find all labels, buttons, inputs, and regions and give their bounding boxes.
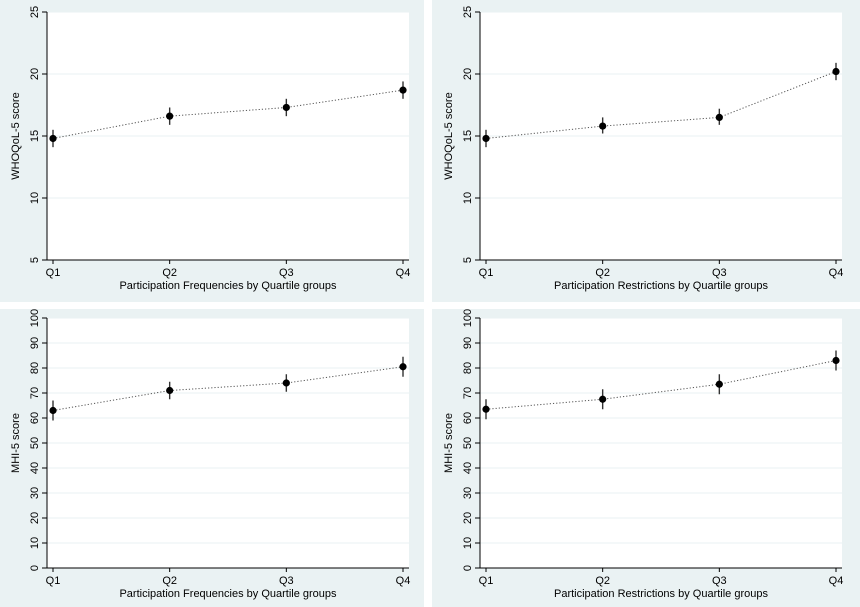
y-tick-label: 60 bbox=[462, 412, 474, 424]
y-tick-label: 25 bbox=[462, 6, 474, 18]
y-tick-label: 50 bbox=[462, 437, 474, 449]
y-tick-label: 5 bbox=[29, 257, 41, 263]
chart-panel-3: 0 10 20 30 40 50 60 70 80 90 100 Q1 Q2 Q3 Q4 Participat… bbox=[0, 309, 424, 607]
chart-panel-1: 5 10 15 20 25 Q1 Q2 Q3 Q4 Participation Frequenci… bbox=[0, 0, 424, 302]
y-axis-title: WHOQoL-5 score bbox=[443, 92, 455, 179]
data-point bbox=[599, 395, 607, 403]
x-tick-label: Q1 bbox=[479, 267, 494, 279]
x-tick-label: Q2 bbox=[595, 575, 610, 587]
x-tick-label: Q3 bbox=[279, 267, 294, 279]
x-axis-title: Participation Restrictions by Quartile g… bbox=[554, 280, 768, 292]
y-tick-label: 10 bbox=[29, 192, 41, 204]
x-tick-label: Q4 bbox=[829, 267, 844, 279]
data-point bbox=[49, 134, 57, 143]
series-connector-line bbox=[52, 366, 404, 411]
data-point bbox=[166, 112, 174, 120]
y-tick-label: 10 bbox=[462, 537, 474, 549]
data-point bbox=[715, 113, 723, 121]
y-tick-label: 10 bbox=[29, 537, 41, 549]
data-point bbox=[166, 386, 174, 395]
y-tick-label: 15 bbox=[29, 130, 41, 142]
y-tick-label: 80 bbox=[462, 362, 474, 374]
x-tick-label: Q1 bbox=[46, 267, 61, 279]
y-tick-label: 90 bbox=[462, 337, 474, 349]
x-tick-label: Q4 bbox=[396, 267, 411, 279]
chart-panel-4: 0 10 20 30 40 50 60 70 80 90 100 Q1 Q2 Q3 Q4 Participat… bbox=[432, 309, 860, 607]
series-connector-line bbox=[52, 89, 404, 139]
data-point bbox=[399, 86, 407, 94]
x-tick-label: Q1 bbox=[479, 575, 494, 587]
y-tick-label: 20 bbox=[462, 512, 474, 524]
x-tick-label: Q2 bbox=[162, 267, 177, 279]
x-axis-title: Participation Frequencies by Quartile gr… bbox=[119, 588, 337, 600]
y-axis-title: MHI-5 score bbox=[10, 413, 22, 473]
data-point bbox=[715, 380, 723, 388]
y-tick-label: 10 bbox=[462, 192, 474, 204]
y-tick-label: 30 bbox=[29, 487, 41, 499]
x-tick-label: Q3 bbox=[712, 575, 727, 587]
data-point bbox=[599, 122, 607, 130]
y-tick-label: 90 bbox=[29, 337, 41, 349]
y-tick-label: 5 bbox=[462, 257, 474, 263]
y-tick-label: 100 bbox=[462, 309, 474, 327]
data-point bbox=[49, 406, 57, 415]
data-point bbox=[282, 103, 290, 112]
y-axis-title: MHI-5 score bbox=[443, 413, 455, 473]
x-axis-title: Participation Restrictions by Quartile g… bbox=[554, 588, 768, 600]
series-connector-line bbox=[485, 71, 837, 139]
data-point bbox=[482, 405, 490, 413]
y-tick-label: 80 bbox=[29, 362, 41, 374]
y-tick-label: 20 bbox=[29, 68, 41, 80]
x-tick-label: Q2 bbox=[162, 575, 177, 587]
data-point bbox=[482, 134, 490, 143]
y-tick-label: 70 bbox=[462, 387, 474, 399]
y-tick-label: 25 bbox=[29, 6, 41, 18]
data-point bbox=[282, 379, 290, 387]
data-point bbox=[399, 363, 407, 371]
chart-panel-2: 5 10 15 20 25 Q1 Q2 Q3 Q4 Participation Restricti… bbox=[432, 0, 860, 302]
y-tick-label: 0 bbox=[462, 565, 474, 571]
y-tick-label: 70 bbox=[29, 387, 41, 399]
y-tick-label: 0 bbox=[29, 565, 41, 571]
x-tick-label: Q4 bbox=[396, 575, 411, 587]
y-tick-label: 20 bbox=[29, 512, 41, 524]
y-tick-label: 15 bbox=[462, 130, 474, 142]
y-tick-label: 40 bbox=[462, 462, 474, 474]
x-tick-label: Q2 bbox=[595, 267, 610, 279]
y-tick-label: 30 bbox=[462, 487, 474, 499]
x-tick-label: Q3 bbox=[279, 575, 294, 587]
y-axis-title: WHOQoL-5 score bbox=[10, 92, 22, 179]
y-tick-label: 50 bbox=[29, 437, 41, 449]
x-axis-title: Participation Frequencies by Quartile gr… bbox=[119, 280, 337, 292]
y-tick-label: 20 bbox=[462, 68, 474, 80]
data-point bbox=[832, 356, 840, 365]
y-tick-label: 40 bbox=[29, 462, 41, 474]
y-tick-label: 60 bbox=[29, 412, 41, 424]
y-tick-label: 100 bbox=[29, 309, 41, 327]
data-point bbox=[832, 67, 840, 76]
x-tick-label: Q3 bbox=[712, 267, 727, 279]
series-connector-line bbox=[485, 360, 837, 410]
x-tick-label: Q4 bbox=[829, 575, 844, 587]
x-tick-label: Q1 bbox=[46, 575, 61, 587]
